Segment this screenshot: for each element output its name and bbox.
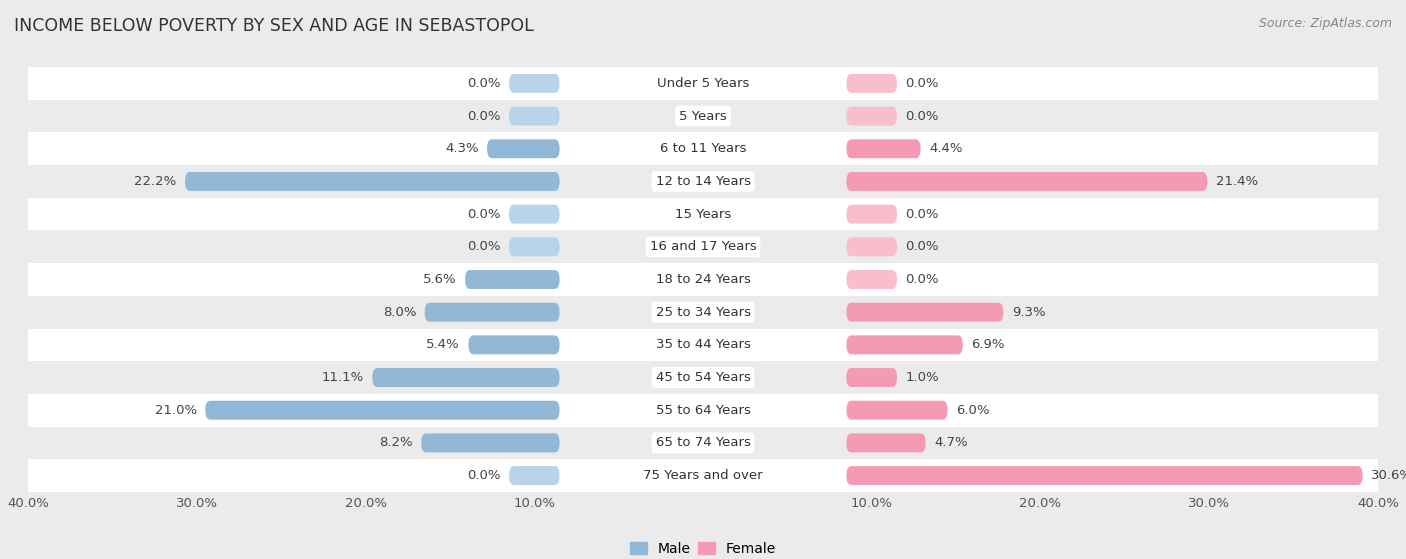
Text: 18 to 24 Years: 18 to 24 Years — [655, 273, 751, 286]
Text: 0.0%: 0.0% — [467, 77, 501, 90]
Text: INCOME BELOW POVERTY BY SEX AND AGE IN SEBASTOPOL: INCOME BELOW POVERTY BY SEX AND AGE IN S… — [14, 17, 534, 35]
FancyBboxPatch shape — [28, 361, 1378, 394]
Text: 65 to 74 Years: 65 to 74 Years — [655, 437, 751, 449]
Text: 35 to 44 Years: 35 to 44 Years — [655, 338, 751, 352]
FancyBboxPatch shape — [373, 368, 560, 387]
Text: 0.0%: 0.0% — [467, 110, 501, 122]
Text: Source: ZipAtlas.com: Source: ZipAtlas.com — [1258, 17, 1392, 30]
Text: 6.9%: 6.9% — [972, 338, 1005, 352]
Text: 8.0%: 8.0% — [382, 306, 416, 319]
FancyBboxPatch shape — [509, 205, 560, 224]
Text: 0.0%: 0.0% — [905, 240, 939, 253]
Text: 15 Years: 15 Years — [675, 207, 731, 221]
FancyBboxPatch shape — [28, 296, 1378, 329]
Text: 0.0%: 0.0% — [905, 110, 939, 122]
FancyBboxPatch shape — [28, 165, 1378, 198]
FancyBboxPatch shape — [28, 67, 1378, 100]
Text: 8.2%: 8.2% — [380, 437, 413, 449]
FancyBboxPatch shape — [846, 466, 1362, 485]
Text: 75 Years and over: 75 Years and over — [643, 469, 763, 482]
Text: Under 5 Years: Under 5 Years — [657, 77, 749, 90]
FancyBboxPatch shape — [422, 433, 560, 452]
Text: 0.0%: 0.0% — [467, 469, 501, 482]
FancyBboxPatch shape — [846, 74, 897, 93]
Text: 0.0%: 0.0% — [905, 77, 939, 90]
Text: 4.7%: 4.7% — [934, 437, 967, 449]
Text: 16 and 17 Years: 16 and 17 Years — [650, 240, 756, 253]
FancyBboxPatch shape — [28, 100, 1378, 132]
FancyBboxPatch shape — [846, 433, 925, 452]
Text: 9.3%: 9.3% — [1012, 306, 1046, 319]
FancyBboxPatch shape — [846, 205, 897, 224]
FancyBboxPatch shape — [509, 74, 560, 93]
Text: 0.0%: 0.0% — [467, 207, 501, 221]
Text: 30.6%: 30.6% — [1371, 469, 1406, 482]
FancyBboxPatch shape — [486, 139, 560, 158]
Text: 0.0%: 0.0% — [905, 207, 939, 221]
FancyBboxPatch shape — [509, 107, 560, 126]
FancyBboxPatch shape — [846, 368, 897, 387]
FancyBboxPatch shape — [465, 270, 560, 289]
Text: 5.4%: 5.4% — [426, 338, 460, 352]
Text: 55 to 64 Years: 55 to 64 Years — [655, 404, 751, 416]
Text: 5.6%: 5.6% — [423, 273, 457, 286]
FancyBboxPatch shape — [425, 303, 560, 321]
FancyBboxPatch shape — [846, 335, 963, 354]
FancyBboxPatch shape — [468, 335, 560, 354]
FancyBboxPatch shape — [186, 172, 560, 191]
FancyBboxPatch shape — [28, 427, 1378, 459]
Text: 5 Years: 5 Years — [679, 110, 727, 122]
FancyBboxPatch shape — [28, 198, 1378, 230]
FancyBboxPatch shape — [28, 132, 1378, 165]
FancyBboxPatch shape — [846, 172, 1208, 191]
Text: 12 to 14 Years: 12 to 14 Years — [655, 175, 751, 188]
FancyBboxPatch shape — [28, 459, 1378, 492]
Text: 11.1%: 11.1% — [322, 371, 364, 384]
Text: 0.0%: 0.0% — [905, 273, 939, 286]
FancyBboxPatch shape — [846, 270, 897, 289]
FancyBboxPatch shape — [846, 303, 1004, 321]
Text: 4.3%: 4.3% — [444, 143, 478, 155]
FancyBboxPatch shape — [509, 466, 560, 485]
FancyBboxPatch shape — [28, 394, 1378, 427]
Text: 45 to 54 Years: 45 to 54 Years — [655, 371, 751, 384]
FancyBboxPatch shape — [205, 401, 560, 420]
FancyBboxPatch shape — [846, 139, 921, 158]
Text: 6 to 11 Years: 6 to 11 Years — [659, 143, 747, 155]
FancyBboxPatch shape — [846, 107, 897, 126]
FancyBboxPatch shape — [846, 401, 948, 420]
Text: 25 to 34 Years: 25 to 34 Years — [655, 306, 751, 319]
Legend: Male, Female: Male, Female — [624, 536, 782, 559]
FancyBboxPatch shape — [28, 329, 1378, 361]
Text: 0.0%: 0.0% — [467, 240, 501, 253]
Text: 6.0%: 6.0% — [956, 404, 990, 416]
FancyBboxPatch shape — [28, 230, 1378, 263]
FancyBboxPatch shape — [509, 238, 560, 256]
Text: 22.2%: 22.2% — [135, 175, 177, 188]
Text: 4.4%: 4.4% — [929, 143, 963, 155]
FancyBboxPatch shape — [28, 263, 1378, 296]
FancyBboxPatch shape — [846, 238, 897, 256]
Text: 21.0%: 21.0% — [155, 404, 197, 416]
Text: 21.4%: 21.4% — [1216, 175, 1258, 188]
Text: 1.0%: 1.0% — [905, 371, 939, 384]
